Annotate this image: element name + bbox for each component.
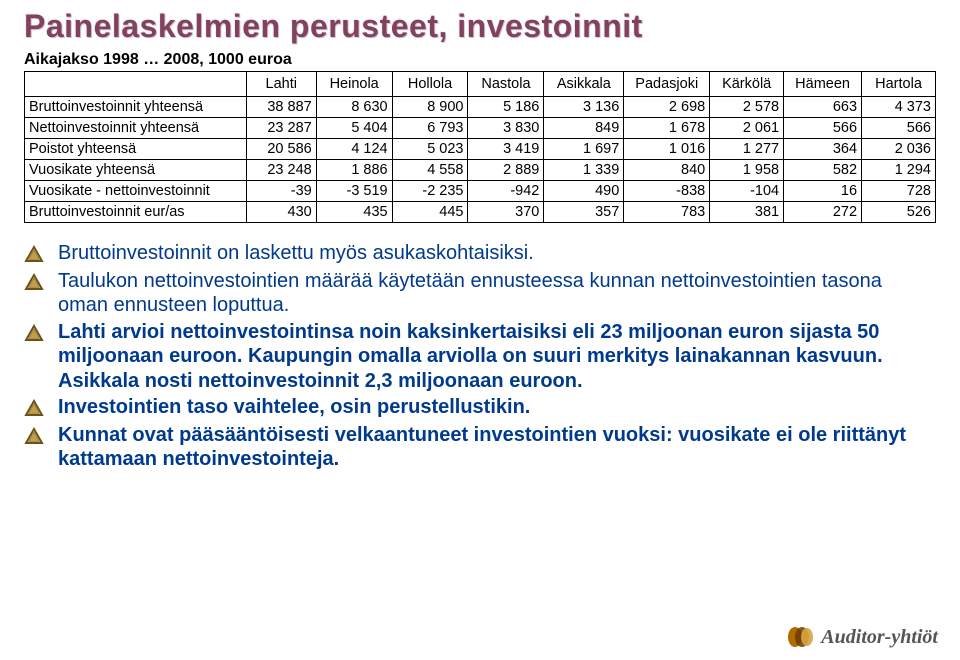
table-row: Vuosikate yhteensä23 2481 8864 5582 8891… (25, 160, 936, 181)
cell: 364 (784, 139, 862, 160)
cell: 38 887 (246, 97, 316, 118)
bullet-item: Taulukon nettoinvestointien määrää käyte… (24, 269, 936, 318)
cell: -39 (246, 181, 316, 202)
bullet-marker-icon (24, 273, 48, 295)
subtitle: Aikajakso 1998 … 2008, 1000 euroa (24, 51, 936, 69)
bullet-text: Kunnat ovat pääsääntöisesti velkaantunee… (58, 423, 936, 472)
bullet-text: Lahti arvioi nettoinvestointinsa noin ka… (58, 320, 936, 393)
cell: 1 678 (624, 118, 710, 139)
cell: 23 287 (246, 118, 316, 139)
cell: 1 277 (710, 139, 784, 160)
bullet-list: Bruttoinvestoinnit on laskettu myös asuk… (24, 241, 936, 472)
cell: 16 (784, 181, 862, 202)
cell: -942 (468, 181, 544, 202)
row-label: Vuosikate yhteensä (25, 160, 247, 181)
cell: 357 (544, 202, 624, 223)
cell: 1 886 (316, 160, 392, 181)
bullet-text: Taulukon nettoinvestointien määrää käyte… (58, 269, 936, 318)
data-table: LahtiHeinolaHollolaNastolaAsikkalaPadasj… (24, 71, 936, 223)
bullet-item: Kunnat ovat pääsääntöisesti velkaantunee… (24, 423, 936, 472)
cell: 5 186 (468, 97, 544, 118)
cell: 2 061 (710, 118, 784, 139)
cell: 5 023 (392, 139, 468, 160)
col-header: Asikkala (544, 72, 624, 97)
col-header: Hartola (862, 72, 936, 97)
cell: 20 586 (246, 139, 316, 160)
col-header: Hämeen (784, 72, 862, 97)
cell: 3 136 (544, 97, 624, 118)
footer-logo: Auditor-yhtiöt (785, 624, 938, 650)
cell: 1 294 (862, 160, 936, 181)
cell: -3 519 (316, 181, 392, 202)
bullet-marker-icon (24, 427, 48, 449)
table-row: Vuosikate - nettoinvestoinnit-39-3 519-2… (25, 181, 936, 202)
cell: 435 (316, 202, 392, 223)
cell: 783 (624, 202, 710, 223)
cell: 582 (784, 160, 862, 181)
cell: 8 900 (392, 97, 468, 118)
bullet-item: Investointien taso vaihtelee, osin perus… (24, 395, 936, 421)
cell: 1 697 (544, 139, 624, 160)
cell: 566 (862, 118, 936, 139)
cell: 370 (468, 202, 544, 223)
cell: 272 (784, 202, 862, 223)
cell: 2 698 (624, 97, 710, 118)
cell: -2 235 (392, 181, 468, 202)
cell: 2 578 (710, 97, 784, 118)
cell: 6 793 (392, 118, 468, 139)
cell: 1 016 (624, 139, 710, 160)
table-row: Bruttoinvestoinnit yhteensä38 8878 6308 … (25, 97, 936, 118)
cell: 5 404 (316, 118, 392, 139)
table-row: Poistot yhteensä20 5864 1245 0233 4191 6… (25, 139, 936, 160)
col-header-empty (25, 72, 247, 97)
row-label: Bruttoinvestoinnit eur/as (25, 202, 247, 223)
col-header: Lahti (246, 72, 316, 97)
cell: 2 889 (468, 160, 544, 181)
bullet-marker-icon (24, 324, 48, 346)
cell: 3 419 (468, 139, 544, 160)
cell: 3 830 (468, 118, 544, 139)
cell: 4 373 (862, 97, 936, 118)
cell: 526 (862, 202, 936, 223)
table-row: Nettoinvestoinnit yhteensä23 2875 4046 7… (25, 118, 936, 139)
cell: -838 (624, 181, 710, 202)
col-header: Hollola (392, 72, 468, 97)
cell: 663 (784, 97, 862, 118)
cell: 2 036 (862, 139, 936, 160)
cell: 840 (624, 160, 710, 181)
row-label: Poistot yhteensä (25, 139, 247, 160)
col-header: Heinola (316, 72, 392, 97)
cell: -104 (710, 181, 784, 202)
cell: 430 (246, 202, 316, 223)
row-label: Vuosikate - nettoinvestoinnit (25, 181, 247, 202)
table-row: Bruttoinvestoinnit eur/as430435445370357… (25, 202, 936, 223)
row-label: Nettoinvestoinnit yhteensä (25, 118, 247, 139)
cell: 490 (544, 181, 624, 202)
cell: 445 (392, 202, 468, 223)
cell: 566 (784, 118, 862, 139)
cell: 381 (710, 202, 784, 223)
row-label: Bruttoinvestoinnit yhteensä (25, 97, 247, 118)
bullet-item: Bruttoinvestoinnit on laskettu myös asuk… (24, 241, 936, 267)
bullet-text: Bruttoinvestoinnit on laskettu myös asuk… (58, 241, 936, 265)
cell: 1 339 (544, 160, 624, 181)
cell: 4 124 (316, 139, 392, 160)
cell: 8 630 (316, 97, 392, 118)
bullet-item: Lahti arvioi nettoinvestointinsa noin ka… (24, 320, 936, 393)
footer-brand: Auditor-yhtiöt (821, 626, 938, 649)
col-header: Padasjoki (624, 72, 710, 97)
col-header: Nastola (468, 72, 544, 97)
cell: 728 (862, 181, 936, 202)
bullet-text: Investointien taso vaihtelee, osin perus… (58, 395, 936, 419)
col-header: Kärkölä (710, 72, 784, 97)
logo-icon (785, 624, 815, 650)
cell: 23 248 (246, 160, 316, 181)
bullet-marker-icon (24, 399, 48, 421)
cell: 849 (544, 118, 624, 139)
cell: 1 958 (710, 160, 784, 181)
cell: 4 558 (392, 160, 468, 181)
page-title: Painelaskelmien perusteet, investoinnit (24, 8, 936, 45)
bullet-marker-icon (24, 245, 48, 267)
